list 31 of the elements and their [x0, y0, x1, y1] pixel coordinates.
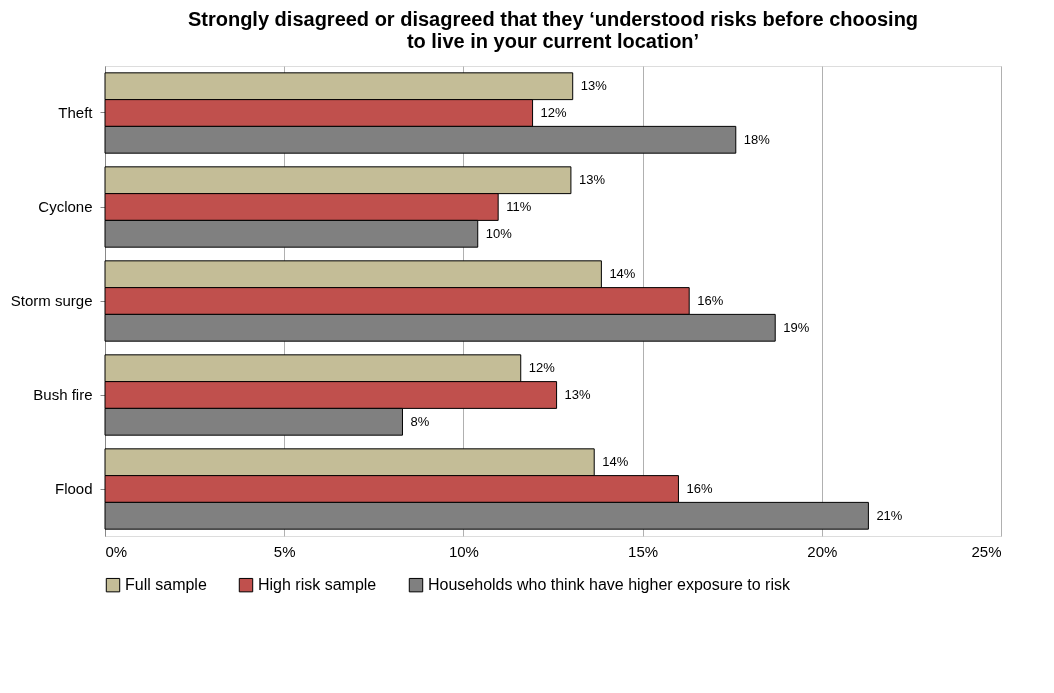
- data-label: 21%: [876, 507, 903, 523]
- data-label: 12%: [540, 105, 568, 120]
- data-label: 8%: [410, 413, 430, 429]
- x-tick-label: 5%: [273, 542, 296, 560]
- data-label: 18%: [743, 131, 771, 147]
- x-tick-label: 25%: [971, 542, 1002, 560]
- legend-label: High risk sample: [258, 576, 377, 594]
- y-tick-label: Flood: [54, 480, 93, 497]
- data-label: 10%: [485, 225, 513, 241]
- data-label: 16%: [697, 293, 724, 308]
- y-tick-label: Bush fire: [33, 386, 93, 403]
- data-label: 19%: [783, 319, 810, 335]
- y-tick-label: Theft: [58, 104, 94, 121]
- data-label: 12%: [528, 360, 556, 376]
- y-tick-label: Cyclone: [38, 198, 93, 215]
- x-tick-label: 0%: [105, 542, 128, 560]
- text: to live in your current location’: [406, 30, 700, 52]
- y-tick-label: Storm surge: [10, 292, 93, 309]
- data-label: 13%: [564, 387, 592, 402]
- text: Strongly disagreed or disagreed that they ‘understood risks before choosing: [187, 8, 919, 30]
- data-label: 14%: [609, 266, 636, 282]
- data-label: 13%: [578, 172, 606, 188]
- data-label: 14%: [602, 454, 629, 470]
- data-label: 13%: [580, 78, 608, 94]
- x-tick-label: 20%: [807, 542, 838, 560]
- x-tick-label: 10%: [448, 542, 479, 560]
- legend-label: Households who think have higher exposure to risk: [428, 576, 791, 594]
- data-label: 16%: [686, 481, 713, 496]
- data-label: 11%: [506, 199, 532, 214]
- legend-label: Full sample: [125, 576, 207, 594]
- x-tick-label: 15%: [628, 542, 659, 560]
